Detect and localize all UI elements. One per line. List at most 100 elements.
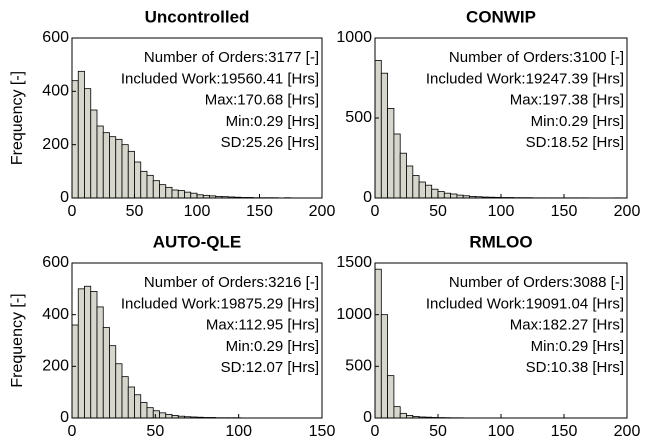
bar [450,193,458,199]
bar [374,268,382,419]
x-tick-label: 50 [429,203,447,220]
bar [96,306,104,419]
annotation: SD:18.52 [Hrs] [526,134,624,151]
bar [424,184,433,199]
y-tick-label: 200 [42,136,69,153]
bar [96,125,104,199]
bar [418,181,426,199]
annotation: Max:197.38 [Hrs] [510,92,624,109]
bar [171,189,179,199]
bar [387,375,395,419]
y-tick-label: 600 [42,254,69,271]
y-tick-label: 1000 [336,29,372,46]
bar [152,180,160,199]
x-tick-label: 100 [225,423,252,440]
annotation: Included Work:19875.29 [Hrs] [121,295,319,312]
bar [431,188,439,199]
bar [71,80,79,199]
bar [399,152,407,199]
bar [71,324,79,419]
annotation: Min:0.29 [Hrs] [531,338,624,355]
x-tick-label: 100 [488,423,515,440]
bar [115,138,123,199]
annotation: Included Work:19091.04 [Hrs] [426,295,624,312]
y-tick-label: 200 [42,358,69,375]
x-tick-label: 100 [184,203,211,220]
bar [165,413,173,419]
y-axis-label: Frequency [-] [9,71,26,165]
bar [84,88,92,199]
bar [412,175,420,199]
x-tick-label: 0 [371,203,380,220]
x-tick-label: 0 [68,423,77,440]
panel-title: Uncontrolled [145,7,250,26]
x-tick-label: 0 [371,423,380,440]
annotation: Number of Orders:3088 [-] [449,274,624,291]
bar [127,386,135,419]
bar [140,170,148,199]
annotation: SD:25.26 [Hrs] [221,134,319,151]
annotation: Max:112.95 [Hrs] [206,317,319,334]
y-tick-label: 400 [42,83,69,100]
bar [134,161,142,199]
bar [134,394,142,419]
y-tick-label: 1500 [336,254,372,271]
x-tick-label: 50 [146,423,164,440]
annotation: Min:0.29 [Hrs] [226,113,319,130]
bar [159,184,167,199]
bar [140,402,148,419]
x-tick-label: 150 [551,423,578,440]
annotation: Max:182.27 [Hrs] [510,317,624,334]
bar [109,136,117,199]
x-tick-label: 150 [551,203,578,220]
bar [102,327,110,419]
annotation: Min:0.29 [Hrs] [531,113,624,130]
x-tick-label: 50 [126,203,144,220]
bar [437,191,445,199]
bar [152,410,160,419]
bar [387,108,395,199]
y-axis-label: Frequency [-] [9,293,26,387]
y-tick-label: 0 [363,409,372,426]
y-tick-label: 1000 [336,306,372,323]
bar [184,191,192,199]
bar [374,60,382,199]
bar [77,288,85,419]
bar [90,291,98,419]
bar [146,174,154,199]
annotation: SD:12.07 [Hrs] [221,359,319,376]
x-tick-label: 100 [488,203,515,220]
panel-title: CONWIP [466,7,536,26]
x-tick-label: 0 [68,203,77,220]
bar [109,345,117,419]
annotation: Max:170.68 [Hrs] [205,92,319,109]
bar [443,192,451,199]
bar [159,412,167,419]
bar [380,72,388,199]
annotation: Min:0.29 [Hrs] [226,338,319,355]
bar [121,144,129,199]
annotation: Number of Orders:3100 [-] [449,49,624,66]
y-tick-label: 0 [60,409,69,426]
x-tick-label: 200 [614,203,641,220]
bar [146,407,154,419]
annotation: Included Work:19247.39 [Hrs] [426,70,624,87]
y-tick-label: 600 [42,29,69,46]
bar [127,150,135,199]
x-tick-label: 150 [246,203,273,220]
y-tick-label: 500 [345,109,372,126]
x-tick-label: 150 [309,423,336,440]
x-tick-label: 200 [309,203,336,220]
panel-title: RMLOO [469,232,532,251]
bar [84,285,92,419]
x-tick-label: 50 [429,423,447,440]
bar [102,132,110,199]
bar [393,133,401,199]
y-tick-label: 0 [60,189,69,206]
y-tick-label: 500 [345,358,372,375]
annotation: Number of Orders:3216 [-] [144,274,319,291]
bar [165,186,173,199]
annotation: SD:10.38 [Hrs] [526,359,624,376]
bar [177,190,185,199]
